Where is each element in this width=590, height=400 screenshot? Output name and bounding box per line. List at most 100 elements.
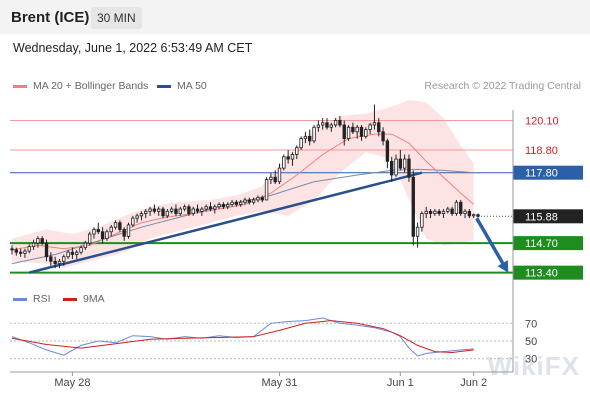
candle-body bbox=[62, 256, 66, 262]
candle-body bbox=[10, 248, 14, 251]
last-price-label: 115.88 bbox=[525, 211, 558, 223]
legend-ma50-label: MA 50 bbox=[177, 80, 207, 92]
candle-body bbox=[290, 154, 295, 160]
candle-body bbox=[178, 208, 182, 214]
candle-body bbox=[264, 179, 269, 201]
candle-body bbox=[415, 226, 420, 237]
ma20-line bbox=[11, 133, 475, 251]
rsi-level-label: 30 bbox=[525, 354, 537, 366]
resistance-label: 120.10 bbox=[525, 115, 559, 127]
candle-body bbox=[433, 210, 437, 214]
candle-body bbox=[420, 213, 424, 228]
candle-body bbox=[100, 231, 105, 239]
candle-body bbox=[36, 238, 40, 244]
candle-body bbox=[316, 124, 321, 128]
candle-body bbox=[126, 224, 131, 237]
candle-body bbox=[459, 201, 463, 214]
candle-body bbox=[161, 208, 165, 217]
candle-body bbox=[87, 233, 92, 244]
rsi-line bbox=[11, 317, 474, 357]
candle-body bbox=[355, 126, 359, 133]
candle-body bbox=[303, 135, 308, 140]
candle-body bbox=[66, 251, 70, 258]
candle-body bbox=[191, 208, 195, 214]
legend-ma20: MA 20 + Bollinger Bands bbox=[13, 80, 148, 92]
candle-body bbox=[217, 204, 221, 208]
candle-body bbox=[70, 251, 75, 255]
candle-body bbox=[364, 129, 368, 137]
candle-body bbox=[109, 226, 113, 233]
candle-body bbox=[157, 208, 161, 212]
candle-body bbox=[312, 126, 316, 142]
candle-body bbox=[144, 210, 148, 214]
candle-body bbox=[105, 231, 109, 239]
resistance-label: 118.80 bbox=[525, 145, 558, 157]
candle-body bbox=[390, 160, 394, 176]
candle-body bbox=[182, 206, 187, 210]
candle-body bbox=[165, 210, 170, 217]
pivot-label: 117.80 bbox=[525, 168, 558, 180]
legend-9ma: 9MA bbox=[63, 293, 105, 305]
candle-body bbox=[44, 242, 49, 258]
candle-body bbox=[221, 204, 226, 208]
candle-body bbox=[204, 206, 208, 210]
candle-body bbox=[441, 210, 446, 214]
candle-body bbox=[394, 158, 398, 176]
candle-body bbox=[407, 158, 411, 178]
candle-body bbox=[385, 140, 390, 162]
candle-body bbox=[277, 167, 282, 183]
timeframe-badge[interactable]: 30 MIN bbox=[91, 7, 142, 29]
legend-9ma-label: 9MA bbox=[83, 293, 105, 305]
candle-body bbox=[402, 158, 407, 169]
watermark: WikiFX bbox=[487, 351, 580, 381]
candle-body bbox=[18, 251, 23, 254]
time-tick-label: Jun 1 bbox=[387, 377, 414, 389]
support-tag bbox=[513, 265, 583, 280]
ma9-swatch bbox=[63, 297, 77, 301]
rsi-swatch bbox=[13, 297, 27, 301]
candle-body bbox=[122, 229, 126, 237]
candle-body bbox=[23, 250, 27, 254]
candle-body bbox=[454, 201, 459, 214]
candle-body bbox=[226, 204, 230, 208]
candle-body bbox=[338, 120, 342, 126]
candle-body bbox=[424, 210, 428, 214]
candle-body bbox=[31, 242, 36, 247]
rsi-ma9-line bbox=[11, 320, 474, 354]
candle-body bbox=[213, 206, 217, 210]
candle-body bbox=[247, 199, 251, 203]
candle-body bbox=[295, 147, 299, 155]
candle-body bbox=[411, 176, 415, 237]
candle-body bbox=[49, 256, 53, 262]
candle-body bbox=[368, 124, 372, 130]
support-tag bbox=[513, 236, 583, 251]
timestamp: Wednesday, June 1, 2022 6:53:49 AM CET bbox=[13, 41, 253, 55]
support-label: 113.40 bbox=[525, 268, 558, 280]
candle-body bbox=[446, 208, 450, 212]
candle-body bbox=[428, 210, 433, 214]
candle-body bbox=[467, 210, 472, 217]
rsi-level-label: 50 bbox=[525, 336, 537, 348]
candle-body bbox=[53, 260, 57, 264]
forecast-arrow bbox=[475, 217, 505, 265]
candle-body bbox=[329, 124, 333, 128]
candle-body bbox=[463, 210, 467, 214]
candle-body bbox=[92, 229, 96, 235]
candle-body bbox=[359, 126, 364, 137]
trendline bbox=[28, 171, 423, 274]
research-credit: Research © 2022 Trading Central bbox=[424, 80, 581, 92]
header-bar: Brent (ICE) 30 MIN bbox=[0, 0, 590, 34]
candle-body bbox=[187, 206, 191, 214]
legend-ma20-label: MA 20 + Bollinger Bands bbox=[33, 80, 149, 92]
candle-body bbox=[398, 158, 403, 169]
candle-body bbox=[135, 215, 139, 219]
candle-body bbox=[139, 213, 144, 217]
candle-body bbox=[308, 135, 312, 142]
candle-body bbox=[230, 201, 234, 205]
legend-rsi-label: RSI bbox=[33, 293, 51, 305]
candle-body bbox=[152, 208, 157, 212]
candle-body bbox=[118, 222, 122, 230]
candle-body bbox=[131, 217, 135, 226]
candle-body bbox=[282, 156, 286, 169]
